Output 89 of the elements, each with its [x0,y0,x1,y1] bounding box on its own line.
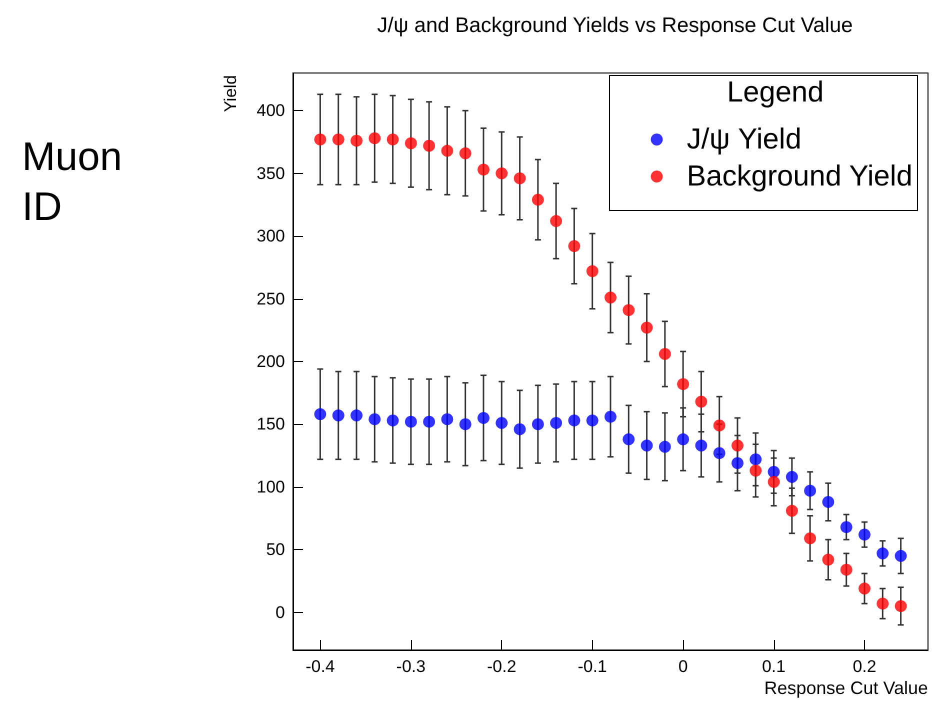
point [404,416,417,428]
point [622,304,635,316]
x-tick-label: -0.2 [486,657,516,676]
point [514,423,526,436]
point [750,453,762,466]
point [441,413,454,426]
chart-title: J/ψ and Background Yields vs Response Cut Value [377,14,853,37]
point [568,414,580,426]
point [786,504,798,517]
point [768,476,780,488]
point [496,416,508,429]
point [822,496,834,508]
point [459,147,472,160]
point [750,464,762,477]
legend-label: J/ψ Yield [686,124,802,156]
point [332,133,344,146]
point [586,414,598,426]
point [640,440,653,452]
y-axis-title: Yield [221,75,240,112]
x-tick-label: -0.3 [396,657,426,676]
point [550,215,562,228]
x-tick-label: -0.1 [578,657,608,676]
point [677,433,690,446]
point [568,240,580,252]
y-tick-label: 300 [256,226,285,246]
point [368,132,381,144]
point [423,416,436,428]
point [478,164,490,176]
y-tick-label: 100 [256,477,285,496]
point [314,133,326,146]
point [532,418,544,430]
x-tick-label: 0.1 [762,657,786,676]
point [858,528,870,541]
point [858,582,870,595]
point [732,457,744,470]
point [459,418,472,430]
point [713,419,726,432]
y-tick-label: 250 [256,289,285,308]
point [604,410,616,423]
point [640,322,653,334]
point [532,194,544,206]
point [423,140,436,152]
point [732,440,744,452]
point [386,133,399,146]
point [604,292,616,304]
y-tick-label: 200 [256,352,285,371]
point [478,412,490,424]
point [386,414,399,426]
point [622,433,635,446]
point [786,470,798,483]
y-tick-label: 150 [256,414,285,434]
point [894,600,907,612]
point [840,521,852,534]
point [350,134,362,147]
point [876,598,889,610]
point [804,484,816,497]
point [658,348,671,360]
point [314,408,326,420]
y-tick-label: 50 [266,540,285,560]
x-axis-title: Response Cut Value [764,678,928,698]
point [368,413,381,426]
y-tick-label: 350 [256,164,285,183]
x-tick-label: -0.4 [306,657,335,676]
point [768,466,780,478]
point [514,172,526,184]
point [350,409,362,422]
text: Muon ID [22,135,134,229]
point [404,137,417,150]
point [586,265,598,278]
point [695,396,708,408]
x-tick-label: 0.2 [852,657,876,676]
y-tick-label: 0 [276,602,285,622]
point [822,554,834,566]
point [441,144,454,157]
point [550,416,562,429]
point [894,550,907,562]
point [713,447,726,460]
legend-label: Background Yield [686,160,912,192]
x-tick-label: 0 [678,657,688,676]
point [332,409,344,422]
point [496,167,508,180]
point [804,532,816,544]
point [695,440,708,452]
point [658,440,671,453]
point [840,564,852,576]
point [876,547,889,560]
point [677,378,690,390]
y-tick-label: 400 [256,101,285,120]
legend-title: Legend [727,76,824,108]
